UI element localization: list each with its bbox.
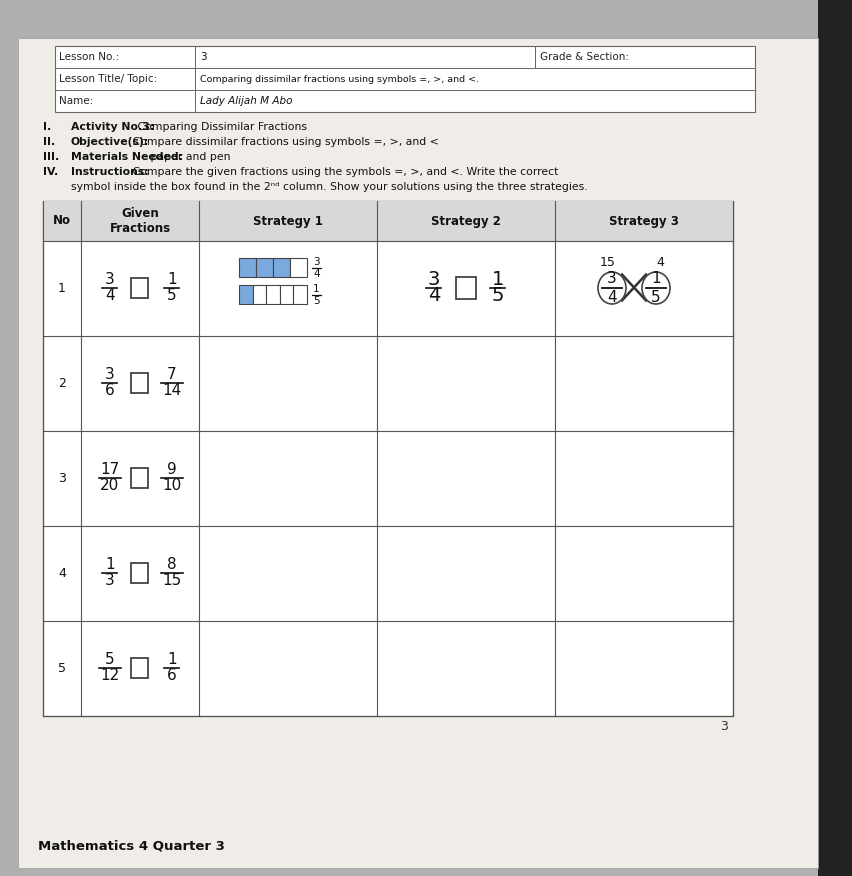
Bar <box>239 285 252 303</box>
Text: Strategy 2: Strategy 2 <box>430 215 500 228</box>
Bar <box>279 285 293 303</box>
Bar <box>131 278 148 298</box>
Text: Compare the given fractions using the symbols =, >, and <. Write the correct: Compare the given fractions using the sy… <box>130 167 558 177</box>
Bar <box>43 201 732 716</box>
Bar <box>43 201 732 241</box>
Text: Instructions:: Instructions: <box>71 167 148 177</box>
Text: Lesson No.:: Lesson No.: <box>59 52 119 62</box>
Text: 5: 5 <box>58 662 66 675</box>
Bar <box>293 285 307 303</box>
Bar <box>256 258 273 277</box>
Text: 12: 12 <box>101 668 119 683</box>
Text: Strategy 3: Strategy 3 <box>608 215 678 228</box>
Text: 3: 3 <box>607 271 616 286</box>
Text: Name:: Name: <box>59 96 93 106</box>
Text: Comparing dissimilar fractions using symbols =, >, and <.: Comparing dissimilar fractions using sym… <box>199 74 479 83</box>
Text: 6: 6 <box>167 668 176 683</box>
Text: 15: 15 <box>162 573 181 588</box>
Bar <box>131 658 148 677</box>
Bar <box>817 0 852 876</box>
Text: symbol inside the box found in the 2ⁿᵈ column. Show your solutions using the thr: symbol inside the box found in the 2ⁿᵈ c… <box>71 182 587 192</box>
Bar <box>290 258 307 277</box>
Text: 1: 1 <box>650 271 660 286</box>
Text: 1: 1 <box>58 282 66 295</box>
Text: 3: 3 <box>428 270 440 289</box>
Text: Lesson Title/ Topic:: Lesson Title/ Topic: <box>59 74 157 84</box>
Text: 15: 15 <box>599 256 615 269</box>
Text: Lady Alijah M Abo: Lady Alijah M Abo <box>199 96 292 106</box>
Text: paper and pen: paper and pen <box>147 152 231 162</box>
Text: 7: 7 <box>167 367 176 382</box>
Text: 5: 5 <box>167 288 176 303</box>
Text: IV.: IV. <box>43 167 58 177</box>
Bar <box>55 46 754 112</box>
Bar <box>131 468 148 488</box>
Text: 3: 3 <box>58 472 66 485</box>
Text: Compare dissimilar fractions using symbols =, >, and <: Compare dissimilar fractions using symbo… <box>130 137 439 147</box>
Text: 1: 1 <box>105 557 115 572</box>
Bar <box>273 258 290 277</box>
Text: 5: 5 <box>313 296 320 306</box>
Text: Objective(s):: Objective(s): <box>71 137 149 147</box>
Text: 1: 1 <box>167 652 176 667</box>
Bar <box>131 372 148 392</box>
Text: 2: 2 <box>58 377 66 390</box>
Text: 1: 1 <box>167 272 176 287</box>
Text: 3: 3 <box>199 52 206 62</box>
Text: 4: 4 <box>105 288 115 303</box>
Bar <box>266 285 279 303</box>
Text: 3: 3 <box>105 367 115 382</box>
Text: 4: 4 <box>607 290 616 305</box>
Bar <box>456 277 475 299</box>
Text: 4: 4 <box>655 256 663 269</box>
Text: Given
Fractions: Given Fractions <box>109 207 170 235</box>
Text: 1: 1 <box>492 270 504 289</box>
Bar <box>252 285 266 303</box>
Text: Comparing Dissimilar Fractions: Comparing Dissimilar Fractions <box>134 122 307 132</box>
Text: 1: 1 <box>313 284 320 294</box>
Text: Materials Needed:: Materials Needed: <box>71 152 183 162</box>
Text: II.: II. <box>43 137 55 147</box>
Text: 4: 4 <box>428 286 440 305</box>
Text: 3: 3 <box>313 258 320 267</box>
Text: I.: I. <box>43 122 51 132</box>
Text: 3: 3 <box>105 573 115 588</box>
Text: Grade & Section:: Grade & Section: <box>539 52 628 62</box>
Text: 9: 9 <box>167 462 176 477</box>
Text: 5: 5 <box>491 286 504 305</box>
Text: 14: 14 <box>162 383 181 398</box>
Text: 6: 6 <box>105 383 115 398</box>
Bar <box>239 258 256 277</box>
Text: Activity No.3:: Activity No.3: <box>71 122 154 132</box>
Text: 10: 10 <box>162 478 181 493</box>
Text: 3: 3 <box>105 272 115 287</box>
Bar <box>131 562 148 583</box>
Text: 3: 3 <box>719 719 727 732</box>
Text: 5: 5 <box>105 652 115 667</box>
Text: III.: III. <box>43 152 59 162</box>
Text: 4: 4 <box>313 269 320 279</box>
Text: 20: 20 <box>101 478 119 493</box>
Text: 17: 17 <box>101 462 119 477</box>
Text: 4: 4 <box>58 567 66 580</box>
Text: Strategy 1: Strategy 1 <box>253 215 323 228</box>
Text: Mathematics 4 Quarter 3: Mathematics 4 Quarter 3 <box>38 839 225 852</box>
Text: 8: 8 <box>167 557 176 572</box>
Text: 5: 5 <box>650 290 660 305</box>
Text: No: No <box>53 215 71 228</box>
